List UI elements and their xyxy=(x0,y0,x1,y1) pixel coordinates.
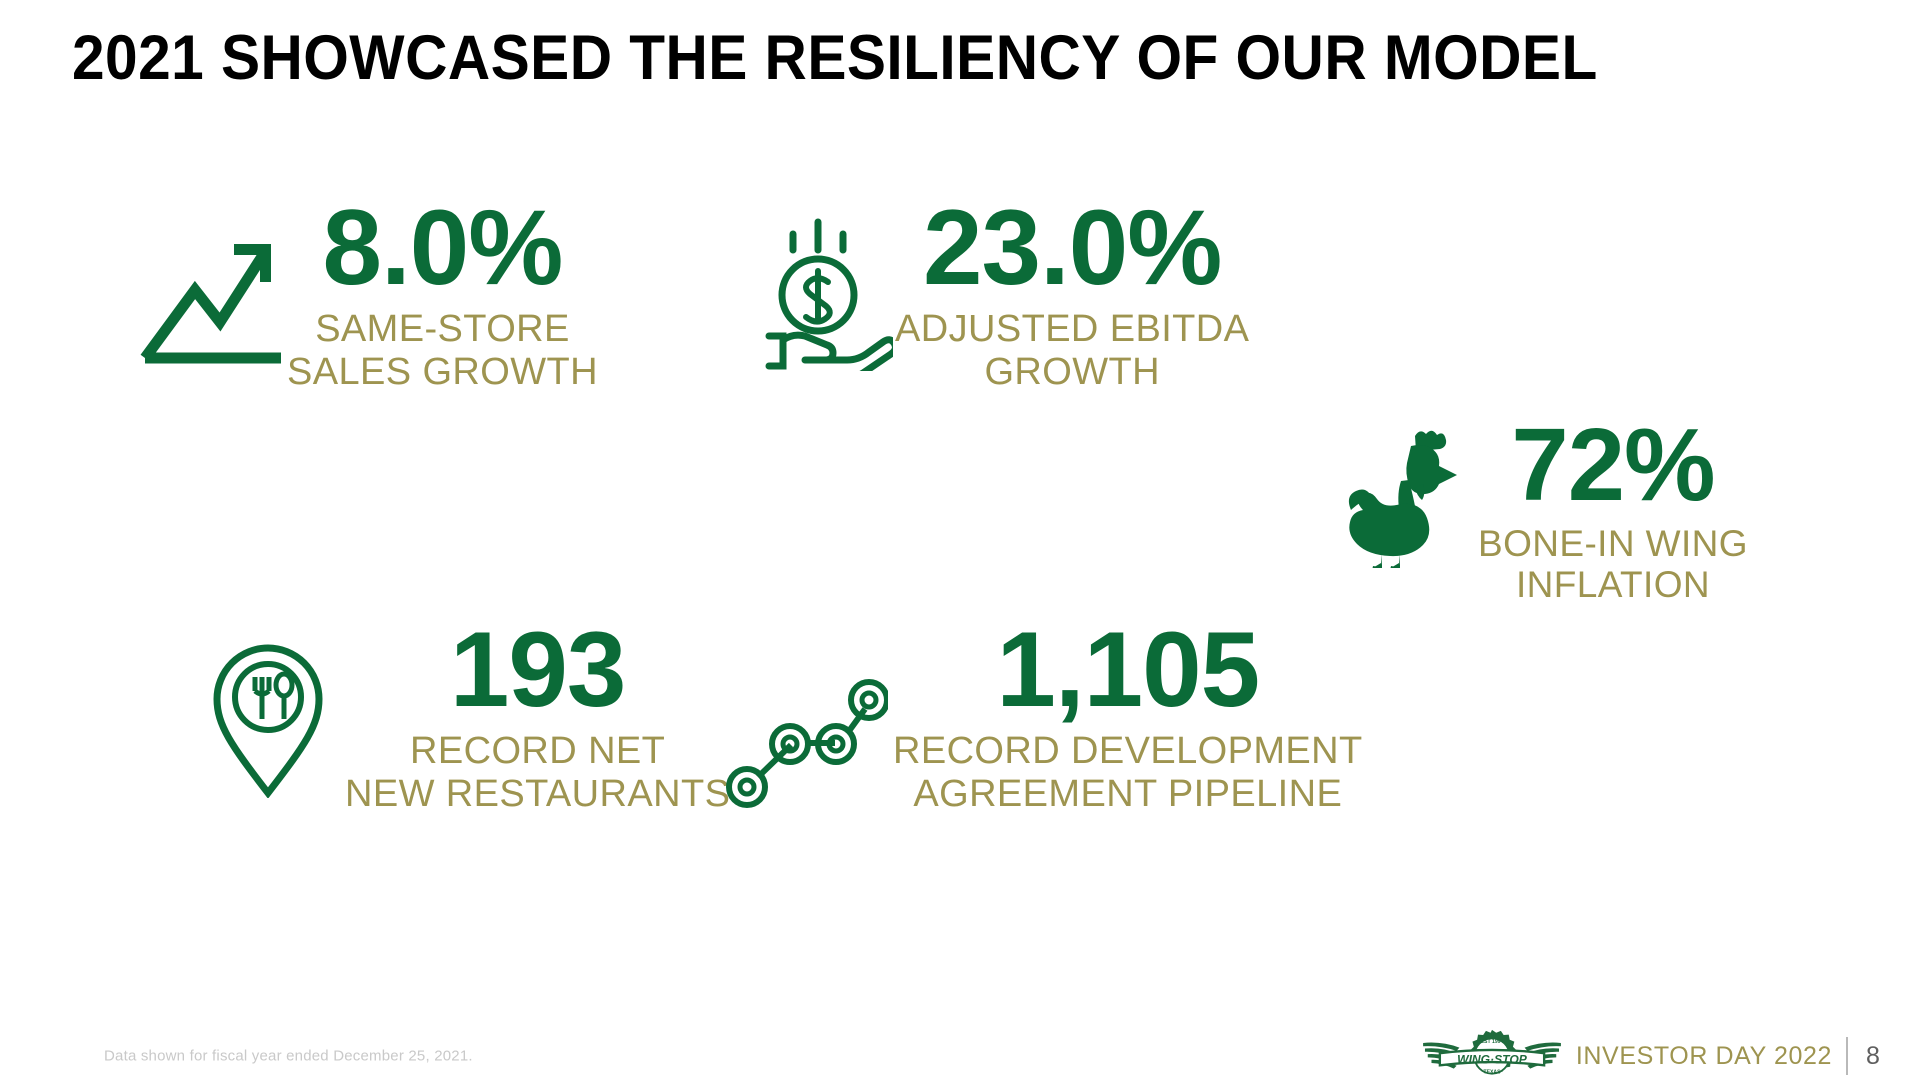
stat-label-wing-inflation: BONE-IN WING INFLATION xyxy=(1478,522,1748,606)
restaurant-map-pin-icon xyxy=(190,620,345,810)
footer: EST 1994 TEXAS WING·STOP INVESTOR DAY 20… xyxy=(1422,1029,1884,1083)
stat-label-same-store: SAME-STORE SALES GROWTH xyxy=(287,308,598,393)
stat-value-ebitda: 23.0% xyxy=(922,187,1222,307)
stat-label-new-restaurants: RECORD NET NEW RESTAURANTS xyxy=(345,730,731,815)
stat-card-record-development-agreement-pipeline: 1,105 RECORD DEVELOPMENT AGREEMENT PIPEL… xyxy=(718,609,1363,816)
stat-card-bone-in-wing-inflation: 72% BONE-IN WING INFLATION xyxy=(1338,407,1748,606)
svg-text:EST 1994: EST 1994 xyxy=(1480,1039,1503,1045)
stat-text-wing-inflation: 72% BONE-IN WING INFLATION xyxy=(1478,407,1748,606)
stat-value-pipeline: 1,105 xyxy=(996,609,1260,729)
stat-card-record-net-new-restaurants: 193 RECORD NET NEW RESTAURANTS xyxy=(190,609,731,816)
footnote-text: Data shown for fiscal year ended Decembe… xyxy=(104,1047,473,1065)
stat-card-adjusted-ebitda-growth: 23.0% ADJUSTED EBITDA GROWTH xyxy=(740,187,1250,394)
footer-deck-label: INVESTOR DAY 2022 xyxy=(1575,1041,1832,1070)
network-nodes-icon xyxy=(718,620,893,815)
stat-label-pipeline: RECORD DEVELOPMENT AGREEMENT PIPELINE xyxy=(893,730,1363,815)
stat-text-same-store: 8.0% SAME-STORE SALES GROWTH xyxy=(287,187,598,394)
hand-holding-dollar-coin-icon xyxy=(740,198,895,388)
svg-text:WING·STOP: WING·STOP xyxy=(1457,1052,1528,1066)
stat-text-ebitda: 23.0% ADJUSTED EBITDA GROWTH xyxy=(895,187,1250,394)
footer-divider xyxy=(1846,1037,1848,1075)
stat-text-pipeline: 1,105 RECORD DEVELOPMENT AGREEMENT PIPEL… xyxy=(893,609,1363,816)
stat-value-same-store: 8.0% xyxy=(322,187,564,307)
page-number: 8 xyxy=(1866,1041,1880,1070)
wingstop-logo-icon: EST 1994 TEXAS WING·STOP xyxy=(1422,1029,1561,1076)
svg-text:TEXAS: TEXAS xyxy=(1483,1070,1501,1076)
stat-value-new-restaurants: 193 xyxy=(449,609,627,729)
stat-label-ebitda: ADJUSTED EBITDA GROWTH xyxy=(895,308,1250,393)
chicken-icon xyxy=(1338,418,1478,568)
stat-card-same-store-sales-growth: 8.0% SAME-STORE SALES GROWTH xyxy=(132,187,598,394)
stat-value-wing-inflation: 72% xyxy=(1511,407,1715,522)
page-title: 2021 SHOWCASED THE RESILIENCY OF OUR MOD… xyxy=(72,23,1598,93)
growth-arrow-icon xyxy=(132,198,287,388)
stat-text-new-restaurants: 193 RECORD NET NEW RESTAURANTS xyxy=(345,609,731,816)
